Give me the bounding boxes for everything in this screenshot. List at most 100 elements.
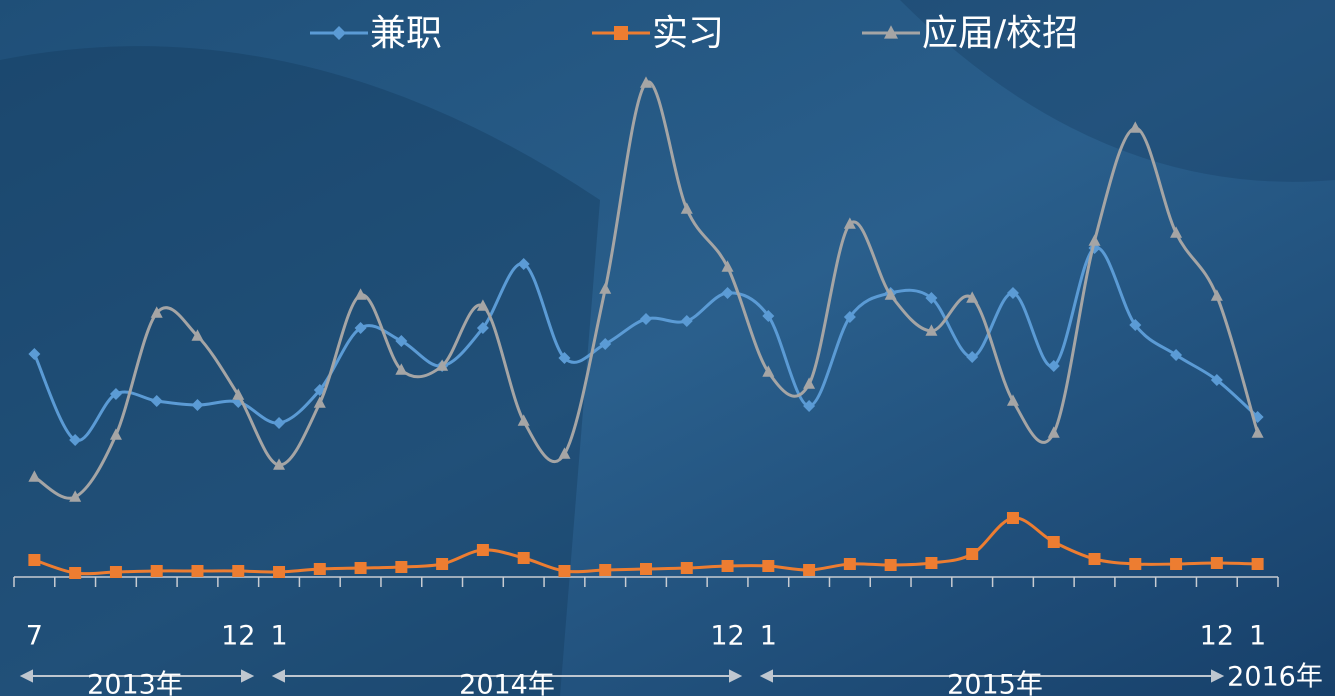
marker — [232, 565, 245, 577]
marker — [1251, 558, 1264, 570]
marker — [680, 202, 693, 214]
marker — [395, 561, 408, 573]
marker — [599, 564, 612, 576]
marker — [436, 558, 449, 570]
marker — [313, 396, 326, 408]
marker — [1047, 536, 1060, 548]
marker — [721, 287, 734, 299]
x-tick-label: 12 — [710, 621, 744, 652]
marker — [762, 310, 775, 322]
marker — [558, 352, 571, 364]
marker — [1170, 349, 1183, 361]
marker — [395, 335, 408, 347]
marker — [803, 377, 816, 389]
marker — [69, 567, 82, 579]
marker — [925, 292, 938, 304]
marker — [558, 447, 571, 459]
marker — [273, 458, 286, 470]
marker — [721, 560, 734, 572]
marker — [1251, 426, 1264, 438]
marker — [150, 395, 163, 407]
marker — [599, 338, 612, 350]
marker — [640, 563, 652, 575]
period-arrows — [19, 669, 1225, 683]
x-tick-label: 1 — [270, 621, 287, 652]
marker — [1006, 287, 1019, 299]
marker — [1170, 226, 1183, 238]
marker — [803, 564, 816, 576]
marker — [640, 76, 652, 88]
marker — [599, 282, 612, 294]
marker — [354, 562, 367, 574]
marker — [109, 388, 122, 400]
marker — [1047, 426, 1060, 438]
marker — [925, 324, 938, 336]
marker — [762, 365, 775, 377]
marker — [1129, 319, 1142, 331]
legend-label: 应届/校招 — [922, 13, 1078, 54]
marker — [109, 566, 122, 578]
series — [28, 76, 1264, 502]
line — [33, 80, 1260, 500]
marker — [721, 260, 734, 272]
marker — [1210, 289, 1223, 301]
legend-item: 实习 — [592, 13, 724, 54]
marker — [680, 315, 693, 327]
marker — [966, 291, 979, 303]
legend-marker — [332, 26, 346, 40]
marker — [1088, 553, 1101, 565]
background-shape — [0, 46, 600, 696]
marker — [476, 322, 489, 334]
marker — [476, 544, 489, 556]
marker — [1210, 374, 1223, 386]
legend-item: 应届/校招 — [862, 13, 1078, 54]
marker — [150, 306, 163, 318]
x-tick-label: 12 — [1200, 621, 1234, 652]
series — [28, 512, 1264, 579]
marker — [69, 490, 82, 502]
period-label: 2013年 — [87, 670, 183, 696]
legend-marker — [884, 25, 898, 39]
marker — [28, 470, 41, 482]
marker — [69, 434, 82, 446]
marker — [313, 563, 326, 575]
marker — [1210, 557, 1223, 569]
x-tick-label: 12 — [221, 621, 255, 652]
marker — [1006, 512, 1019, 524]
marker — [517, 258, 530, 270]
marker — [558, 565, 571, 577]
background-shape — [900, 0, 1335, 182]
marker — [109, 428, 122, 440]
marker — [762, 560, 775, 572]
marker — [354, 322, 367, 334]
x-tick-label: 1 — [760, 621, 777, 652]
marker — [966, 351, 979, 363]
marker — [843, 311, 856, 323]
x-tick-label: 1 — [1249, 621, 1266, 652]
legend-label: 兼职 — [370, 13, 442, 54]
marker — [1170, 558, 1183, 570]
marker — [28, 348, 41, 360]
marker — [966, 548, 979, 560]
marker — [476, 299, 489, 311]
marker — [1006, 394, 1019, 406]
period-label: 2015年 — [947, 670, 1043, 696]
x-tick-label: 7 — [26, 621, 43, 652]
marker — [884, 288, 897, 300]
legend-label: 实习 — [652, 13, 724, 54]
marker — [843, 558, 856, 570]
marker — [803, 400, 816, 412]
marker — [1129, 121, 1142, 133]
marker — [680, 562, 693, 574]
marker — [273, 417, 286, 429]
marker — [232, 388, 245, 400]
marker — [191, 399, 204, 411]
marker — [640, 313, 652, 325]
marker — [1088, 234, 1101, 246]
period-label: 2014年 — [459, 670, 555, 696]
marker — [395, 363, 408, 375]
marker — [28, 554, 41, 566]
marker — [354, 288, 367, 300]
